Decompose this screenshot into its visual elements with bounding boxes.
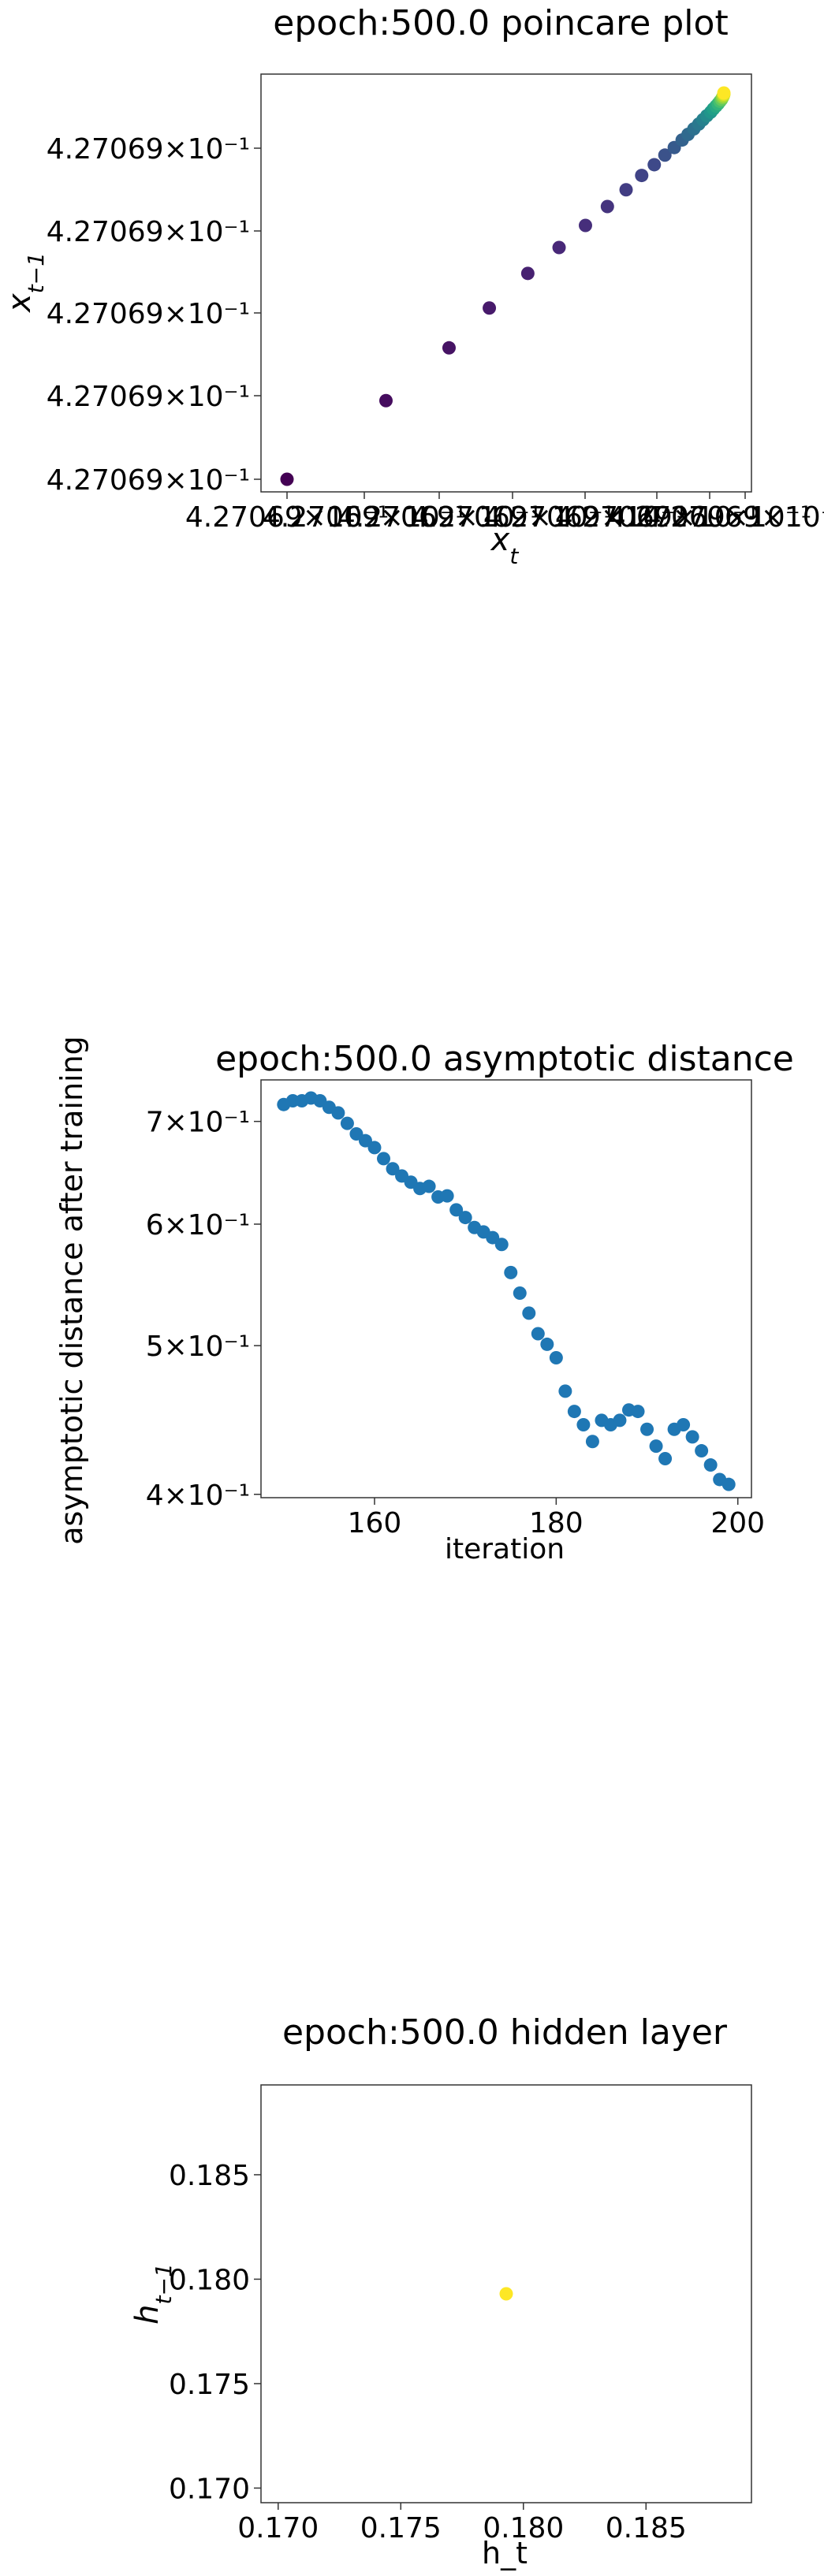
y-tick-label: 0.180 — [169, 2264, 250, 2296]
x-tick-label: 4.27069×10⁻¹ — [555, 501, 759, 534]
data-point — [386, 1162, 400, 1176]
data-point — [486, 1230, 500, 1245]
data-point — [549, 1350, 563, 1364]
chart-title: epoch:500.0 hidden layer — [282, 2012, 728, 2053]
data-point — [717, 86, 731, 100]
y-tick-label: 4.27069×10⁻¹ — [47, 298, 250, 330]
x-tick-label: 4.27069×10⁻¹ — [608, 501, 811, 534]
y-tick-label: 4.27069×10⁻¹ — [47, 381, 250, 413]
data-point — [649, 1439, 663, 1454]
y-tick-label: 6×10⁻¹ — [146, 1209, 250, 1241]
data-point — [494, 1238, 509, 1252]
data-point — [558, 1384, 572, 1398]
data-point — [522, 1306, 536, 1320]
plot-frame — [260, 73, 752, 493]
x-tick-label: 0.175 — [360, 2512, 442, 2544]
y-tick-label: 4.27069×10⁻¹ — [47, 216, 250, 248]
x-tick-label: 180 — [529, 1507, 584, 1539]
x-tick-label: 4.27069×10⁻¹ — [185, 501, 389, 534]
x-tick-label: 160 — [348, 1507, 402, 1539]
x-tick-label: 4.27069×10⁻¹ — [337, 501, 541, 534]
data-point — [377, 1152, 390, 1166]
y-tick-label: 0.170 — [169, 2473, 250, 2505]
data-point — [578, 218, 592, 233]
data-point — [600, 199, 614, 214]
x-axis-label: iteration — [445, 1533, 565, 1565]
data-point — [442, 341, 456, 355]
y-tick-label: 4.27069×10⁻¹ — [47, 133, 250, 166]
plot-frame — [260, 1079, 752, 1498]
data-point — [658, 1451, 673, 1465]
data-point — [513, 1286, 527, 1300]
y-tick-label: 0.185 — [169, 2160, 250, 2192]
chart-asymptotic-distance: epoch:500.0 asymptotic distance 4×10⁻¹ 5×… — [54, 1036, 794, 1565]
x-tick-label: 0.180 — [483, 2512, 564, 2544]
plot-frame — [260, 2084, 752, 2503]
y-axis-label: asymptotic distance after training — [54, 1036, 89, 1545]
x-tick-label: 4.27069×10⁻¹ — [263, 501, 466, 534]
chart-title: epoch:500.0 poincare plot — [273, 3, 728, 43]
x-tick-label: 4.27069×10⁻¹ — [643, 501, 824, 534]
y-tick-label: 4.27069×10⁻¹ — [47, 464, 250, 497]
data-point — [280, 472, 294, 486]
x-axis-label: h_t — [482, 2536, 528, 2570]
data-point — [458, 1211, 472, 1225]
chart-poincare: epoch:500.0 poincare plot 4.27069×10⁻¹4.… — [2, 3, 824, 569]
data-point — [695, 1444, 709, 1458]
chart-hidden-layer: epoch:500.0 hidden layer 0.170 0.175 0.180… — [129, 2012, 752, 2570]
data-point — [647, 158, 662, 172]
data-point — [721, 1477, 736, 1491]
data-point — [619, 183, 633, 197]
data-point — [422, 1179, 436, 1193]
data-point — [378, 393, 393, 408]
y-tick-label: 4×10⁻¹ — [146, 1480, 250, 1512]
y-axis-label: xt−1 — [2, 252, 49, 314]
x-tick-label: 0.170 — [237, 2512, 319, 2544]
x-tick-label: 200 — [710, 1507, 765, 1539]
data-point — [504, 1265, 518, 1279]
chart-title: epoch:500.0 asymptotic distance — [215, 1039, 794, 1079]
data-point — [576, 1418, 591, 1432]
data-point — [449, 1203, 464, 1217]
data-point — [331, 1106, 345, 1120]
data-point — [483, 301, 497, 315]
data-point — [585, 1435, 599, 1449]
data-point — [631, 1405, 645, 1419]
data-point — [635, 169, 649, 183]
data-point — [677, 1418, 691, 1432]
data-point — [499, 2287, 513, 2301]
data-point — [552, 240, 566, 255]
data-point — [349, 1127, 364, 1141]
x-tick-label: 4.27069×10⁻¹ — [483, 501, 687, 534]
data-point — [685, 1430, 699, 1444]
data-point — [540, 1337, 554, 1351]
data-point — [340, 1116, 354, 1130]
y-tick-label: 7×10⁻¹ — [146, 1107, 250, 1139]
x-tick-label: 0.185 — [606, 2512, 687, 2544]
y-axis-label: ht−1 — [129, 2263, 177, 2325]
data-point — [520, 266, 535, 281]
data-point — [567, 1405, 581, 1419]
data-point — [367, 1141, 382, 1155]
data-point — [440, 1189, 454, 1203]
data-point — [531, 1327, 545, 1341]
x-tick-label: 4.27069×10⁻¹ — [411, 501, 614, 534]
y-tick-label: 0.175 — [169, 2369, 250, 2401]
data-point — [640, 1422, 654, 1436]
y-tick-label: 5×10⁻¹ — [146, 1331, 250, 1363]
data-point — [703, 1458, 718, 1472]
data-point — [658, 148, 672, 162]
data-point — [613, 1413, 627, 1428]
data-point — [358, 1134, 372, 1148]
